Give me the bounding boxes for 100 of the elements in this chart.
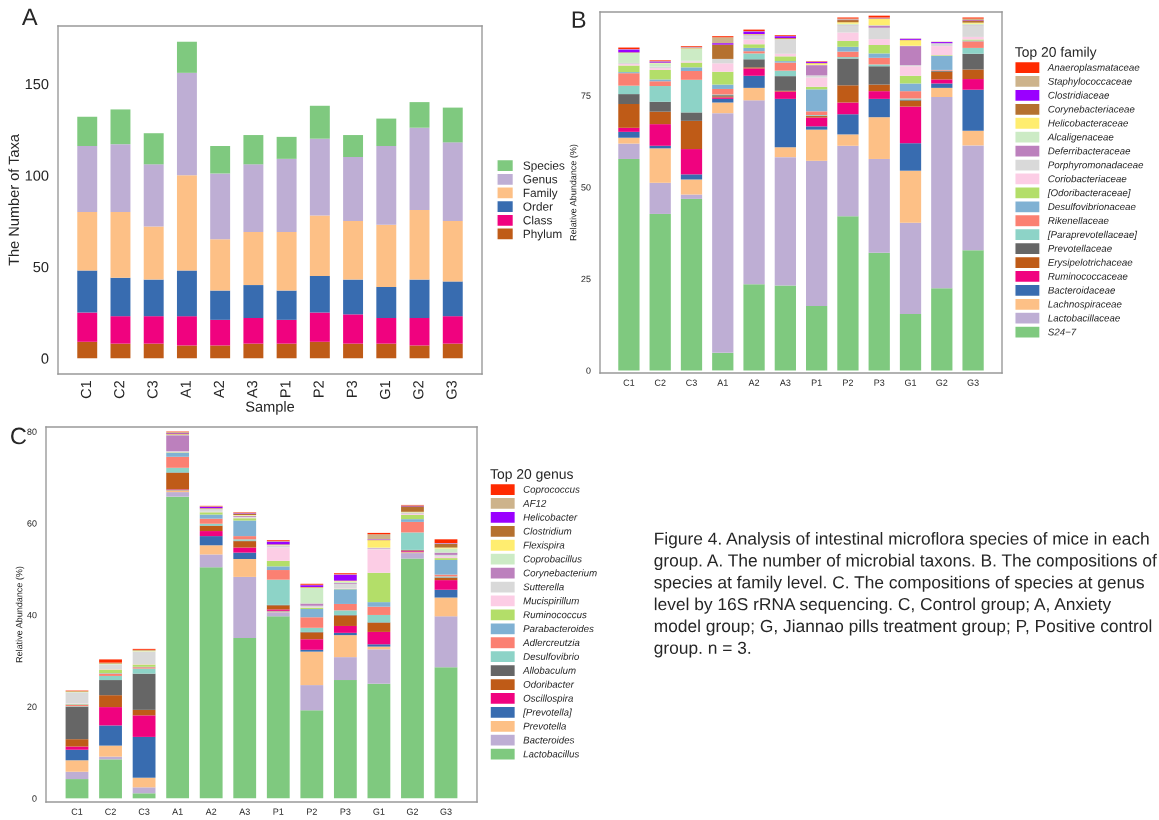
legend-label: Rikenellaceae — [1048, 216, 1109, 225]
chart-title: B — [572, 11, 586, 28]
x-tick-label: A3 — [779, 379, 791, 386]
x-axis-title: Sample — [245, 401, 295, 415]
x-tick-label: P2 — [843, 379, 853, 386]
x-tick-label: P2 — [307, 808, 317, 815]
legend-label: Coprococcus — [523, 485, 580, 495]
y-tick-label: 0 — [586, 367, 591, 374]
legend-label: Mucispirillum — [523, 597, 579, 607]
legend-label: Ruminococcaceae — [1048, 272, 1128, 280]
legend-label: Lactobacillaceae — [1048, 314, 1120, 322]
y-axis-title: The Number of Taxa — [8, 134, 19, 266]
y-tick-label: 50 — [33, 261, 49, 273]
x-tick-label: A2 — [748, 379, 760, 386]
y-tick-label: 50 — [581, 184, 591, 191]
legend-label: Flexispira — [523, 541, 565, 551]
y-tick-label: 80 — [27, 428, 37, 435]
x-tick-label: C3 — [147, 380, 158, 399]
y-tick-label: 75 — [581, 92, 591, 99]
chart-title: C — [11, 427, 27, 445]
y-tick-label: 40 — [27, 611, 37, 619]
y-axis-title: Relative Abundance (%) — [569, 144, 579, 241]
legend-label: Anaeroplasmataceae — [1047, 63, 1140, 73]
legend-label: Lactobacillus — [523, 750, 580, 758]
legend-label: Ruminococcus — [523, 611, 587, 619]
legend-label: Coriobacteriaceae — [1048, 175, 1127, 183]
legend-label: Oscillospira — [523, 694, 574, 704]
x-tick-label: G3 — [967, 379, 979, 386]
legend-label: Staphylococcaceae — [1048, 77, 1132, 87]
y-axis-title: Relative Abundance (%) — [15, 566, 25, 663]
y-tick-label: 100 — [25, 170, 49, 181]
legend-label: Species — [523, 161, 565, 173]
x-tick-label: C1 — [80, 380, 92, 399]
x-tick-label: G3 — [440, 808, 452, 815]
legend-label: Parabacteroides — [523, 624, 594, 633]
x-tick-label: P3 — [874, 379, 885, 386]
y-tick-label: 60 — [27, 520, 37, 527]
caption: Figure 4. Analysis of intestinal microflora species of mice in each group. A. The number of microbial taxons. B. The compositions of species at family level. C. The compositions of species at genus level by 16S rRNA sequencing. C, Control group; A, Anxiety model group; G, Jiannao pills treatment group; P, Positive control group. n = 3. — [654, 532, 1157, 658]
legend-label: Corynebacterium — [523, 569, 597, 579]
x-tick-label: P3 — [346, 380, 357, 397]
legend-label: Porphyromonadaceae — [1048, 161, 1144, 171]
legend-label: Allobaculum — [522, 666, 576, 674]
legend-label: Coprobacillus — [523, 555, 582, 565]
x-tick-label: G1 — [373, 808, 385, 815]
x-tick-label: P1 — [811, 379, 822, 386]
x-tick-label: G2 — [413, 380, 424, 399]
legend-label: Class — [523, 215, 552, 225]
legend-label: Genus — [523, 175, 558, 184]
x-tick-label: C1 — [71, 808, 83, 815]
legend-label: Clostridium — [523, 527, 572, 535]
x-tick-label: G1 — [904, 379, 917, 386]
x-tick-label: A1 — [717, 379, 728, 386]
legend-label: Clostridiaceae — [1048, 91, 1110, 99]
x-tick-label: G2 — [936, 379, 948, 386]
x-tick-label: P1 — [280, 380, 291, 397]
legend-label: Sutterella — [523, 583, 564, 591]
legend-label: Desulfovibrionaceae — [1048, 202, 1136, 211]
legend-label: [Paraprevotellaceae] — [1047, 230, 1138, 240]
x-tick-label: C2 — [654, 379, 666, 386]
legend-label: Erysipelotrichaceae — [1048, 258, 1133, 268]
x-tick-label: C2 — [105, 808, 116, 815]
legend-label: [Prevotella] — [522, 708, 572, 718]
legend-title: Top 20 genus — [490, 469, 573, 482]
legend-label: Odoribacter — [523, 680, 575, 688]
x-tick-label: A2 — [205, 808, 217, 815]
x-tick-label: P2 — [313, 380, 324, 397]
y-tick-label: 0 — [32, 795, 37, 802]
legend-label: S24−7 — [1048, 328, 1077, 336]
x-tick-label: G1 — [379, 380, 391, 399]
x-tick-label: C3 — [138, 808, 150, 815]
legend-title: Top 20 family — [1015, 46, 1097, 60]
y-tick-label: 20 — [27, 703, 37, 711]
legend-label: Order — [523, 202, 553, 211]
x-tick-label: P1 — [273, 808, 284, 815]
x-tick-label: A2 — [213, 380, 224, 399]
chart-title: A — [21, 8, 38, 26]
x-tick-label: C1 — [623, 379, 635, 386]
x-tick-label: G2 — [406, 808, 419, 815]
legend-label: Bacteroidaceae — [1048, 286, 1116, 294]
legend-label: Helicobacter — [523, 513, 578, 521]
legend-label: AF12 — [522, 499, 547, 507]
legend-label: [Odoribacteraceae] — [1047, 189, 1131, 199]
x-tick-label: A3 — [246, 380, 258, 399]
x-tick-label: A1 — [180, 380, 191, 399]
legend-label: Corynebacteriaceae — [1048, 105, 1135, 115]
legend-label: Desulfovibrio — [523, 652, 579, 660]
x-tick-label: G3 — [446, 380, 457, 399]
legend-label: Family — [523, 188, 558, 200]
legend-label: Helicobacteraceae — [1048, 119, 1128, 127]
x-tick-label: A3 — [239, 808, 250, 815]
x-tick-label: P3 — [340, 808, 351, 815]
legend-label: Bacteroides — [523, 736, 575, 744]
legend-label: Phylum — [523, 229, 562, 241]
legend-label: Prevotellaceae — [1048, 244, 1112, 252]
y-tick-label: 25 — [581, 275, 591, 283]
legend-label: Adlercreutzia — [522, 638, 580, 647]
legend-label: Deferribacteraceae — [1048, 147, 1131, 155]
x-tick-label: A1 — [172, 808, 183, 815]
legend-label: Alcaligenaceae — [1047, 133, 1114, 143]
legend-label: Prevotella — [523, 722, 567, 730]
